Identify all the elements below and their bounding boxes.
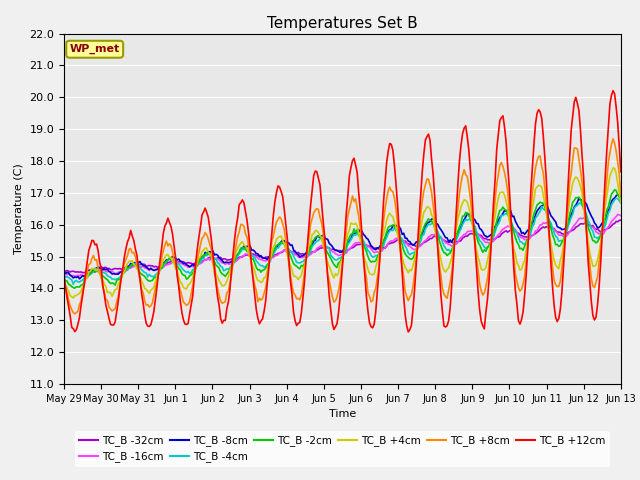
TC_B -8cm	[305, 246, 313, 252]
TC_B +12cm	[244, 230, 252, 236]
TC_B -16cm	[255, 256, 263, 262]
TC_B -2cm	[305, 249, 313, 254]
TC_B -32cm	[255, 252, 263, 258]
TC_B -4cm	[246, 248, 254, 253]
TC_B +4cm	[228, 264, 236, 269]
TC_B -8cm	[60, 269, 68, 275]
TC_B -4cm	[130, 262, 138, 267]
TC_B +8cm	[305, 235, 313, 240]
TC_B -32cm	[617, 217, 625, 223]
Line: TC_B -2cm: TC_B -2cm	[64, 190, 621, 288]
TC_B -16cm	[71, 273, 79, 279]
Line: TC_B +12cm: TC_B +12cm	[64, 91, 621, 332]
TC_B -8cm	[228, 259, 236, 264]
TC_B -16cm	[246, 252, 254, 258]
TC_B -4cm	[255, 262, 263, 267]
TC_B -16cm	[60, 272, 68, 277]
TC_B +8cm	[130, 250, 138, 255]
TC_B -32cm	[79, 270, 86, 276]
TC_B -4cm	[70, 281, 77, 287]
TC_B +8cm	[246, 252, 254, 258]
Line: TC_B +8cm: TC_B +8cm	[64, 139, 621, 314]
TC_B -4cm	[60, 273, 68, 278]
TC_B -32cm	[305, 251, 313, 257]
TC_B +12cm	[588, 299, 595, 304]
TC_B -2cm	[228, 264, 236, 269]
TC_B -16cm	[130, 264, 138, 269]
TC_B +4cm	[588, 257, 595, 263]
TC_B -4cm	[588, 226, 595, 232]
Line: TC_B -16cm: TC_B -16cm	[64, 215, 621, 276]
TC_B +8cm	[71, 311, 79, 317]
TC_B -2cm	[255, 267, 263, 273]
TC_B +12cm	[609, 88, 617, 94]
TC_B +12cm	[617, 169, 625, 175]
Line: TC_B -32cm: TC_B -32cm	[64, 220, 621, 273]
TC_B +4cm	[246, 255, 254, 261]
TC_B +8cm	[60, 278, 68, 284]
TC_B -16cm	[614, 212, 621, 217]
TC_B +4cm	[130, 262, 138, 267]
TC_B +4cm	[609, 165, 617, 171]
TC_B -16cm	[588, 224, 595, 230]
TC_B +8cm	[609, 136, 617, 142]
TC_B -16cm	[617, 213, 625, 218]
Y-axis label: Temperature (C): Temperature (C)	[14, 163, 24, 254]
TC_B -8cm	[614, 192, 621, 198]
TC_B -2cm	[588, 233, 595, 239]
TC_B -4cm	[617, 200, 625, 206]
TC_B +12cm	[129, 233, 136, 239]
TC_B -8cm	[246, 243, 254, 249]
TC_B +4cm	[60, 279, 68, 285]
TC_B -2cm	[246, 252, 254, 258]
TC_B -32cm	[246, 251, 254, 257]
TC_B -4cm	[612, 195, 620, 201]
TC_B -2cm	[617, 198, 625, 204]
TC_B -2cm	[71, 285, 79, 291]
X-axis label: Time: Time	[329, 409, 356, 419]
TC_B -2cm	[611, 187, 618, 192]
TC_B +4cm	[305, 243, 313, 249]
TC_B -32cm	[588, 223, 595, 229]
TC_B +8cm	[617, 191, 625, 197]
TC_B +8cm	[588, 276, 595, 282]
TC_B +4cm	[617, 200, 625, 205]
TC_B -8cm	[255, 254, 263, 260]
TC_B -8cm	[130, 260, 138, 265]
TC_B -4cm	[228, 264, 236, 269]
TC_B +12cm	[404, 329, 412, 335]
TC_B +12cm	[303, 241, 311, 247]
TC_B -2cm	[60, 276, 68, 282]
TC_B -16cm	[228, 260, 236, 266]
Line: TC_B -4cm: TC_B -4cm	[64, 198, 621, 284]
TC_B +12cm	[254, 315, 262, 321]
TC_B -16cm	[305, 252, 313, 258]
TC_B +4cm	[255, 278, 263, 284]
TC_B +12cm	[226, 287, 234, 292]
TC_B -4cm	[305, 252, 313, 257]
Legend: TC_B -32cm, TC_B -16cm, TC_B -8cm, TC_B -4cm, TC_B -2cm, TC_B +4cm, TC_B +8cm, T: TC_B -32cm, TC_B -16cm, TC_B -8cm, TC_B …	[76, 431, 609, 467]
TC_B -32cm	[60, 269, 68, 275]
TC_B +8cm	[255, 295, 263, 301]
TC_B -8cm	[588, 213, 595, 219]
Line: TC_B -8cm: TC_B -8cm	[64, 195, 621, 279]
Title: Temperatures Set B: Temperatures Set B	[267, 16, 418, 31]
TC_B -8cm	[617, 194, 625, 200]
TC_B -32cm	[228, 256, 236, 262]
TC_B +12cm	[60, 271, 68, 277]
TC_B +8cm	[228, 273, 236, 279]
TC_B -2cm	[130, 262, 138, 268]
Text: WP_met: WP_met	[70, 44, 120, 54]
TC_B +4cm	[70, 295, 77, 301]
TC_B -32cm	[130, 263, 138, 268]
TC_B -8cm	[76, 276, 83, 282]
Line: TC_B +4cm: TC_B +4cm	[64, 168, 621, 298]
